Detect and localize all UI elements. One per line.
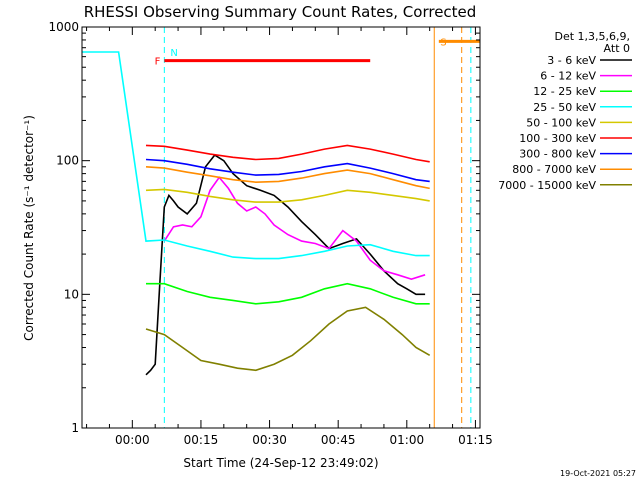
legend: Det 1,3,5,6,9,Att 0 3 - 6 keV 6 - 12 keV 12… bbox=[498, 30, 632, 192]
legend-label: 100 - 300 keV bbox=[519, 132, 596, 145]
legend-label: 3 - 6 keV bbox=[547, 54, 596, 67]
axes: 1 10 100 1000 00:00 00:15 00:30 00:45 01:00 01:15 bbox=[48, 20, 492, 447]
y-tick-label: 1000 bbox=[48, 20, 79, 34]
legend-header: Det 1,3,5,6,9, bbox=[554, 30, 630, 43]
x-axis-label: Start Time (24-Sep-12 23:49:02) bbox=[183, 456, 378, 470]
series-line-5 bbox=[145, 144, 430, 163]
series-line-3 bbox=[82, 51, 430, 260]
x-tick-label: 01:15 bbox=[458, 433, 493, 447]
legend-label: 25 - 50 keV bbox=[533, 101, 596, 114]
x-tick-label: 01:00 bbox=[390, 433, 425, 447]
legend-label: 7000 - 15000 keV bbox=[498, 179, 596, 192]
annotation-s: S bbox=[440, 37, 446, 48]
legend-label: 800 - 7000 keV bbox=[512, 163, 596, 176]
x-tick-label: 00:30 bbox=[252, 433, 287, 447]
y-tick-label: 10 bbox=[64, 287, 79, 301]
series-line-8 bbox=[145, 306, 431, 372]
annotation-n: N bbox=[170, 48, 177, 59]
legend-label: 50 - 100 keV bbox=[526, 116, 596, 129]
plot-frame bbox=[81, 26, 481, 429]
legend-label: 300 - 800 keV bbox=[519, 148, 596, 161]
legend-label: 12 - 25 keV bbox=[533, 85, 596, 98]
chart-title: RHESSI Observing Summary Count Rates, Co… bbox=[84, 3, 477, 21]
legend-label: 6 - 12 keV bbox=[540, 70, 596, 83]
legend-header: Att 0 bbox=[604, 42, 630, 55]
series-line-2 bbox=[146, 282, 430, 305]
x-tick-label: 00:15 bbox=[184, 433, 219, 447]
series-line-0 bbox=[145, 154, 426, 376]
x-tick-label: 00:45 bbox=[321, 433, 356, 447]
y-tick-label: 100 bbox=[56, 154, 79, 168]
footer-timestamp: 19-Oct-2021 05:27 bbox=[560, 469, 636, 478]
plot-marks: NF S bbox=[82, 27, 480, 428]
series-line-4 bbox=[145, 188, 430, 203]
y-tick-label: 1 bbox=[71, 421, 79, 435]
annotation-f: F bbox=[155, 57, 161, 68]
series-line-7 bbox=[145, 166, 430, 190]
x-tick-label: 00:00 bbox=[115, 433, 150, 447]
y-axis-label: Corrected Count Rate (s⁻¹ detector⁻¹) bbox=[22, 115, 36, 341]
series-line-1 bbox=[163, 176, 426, 280]
series-line-6 bbox=[145, 158, 430, 183]
